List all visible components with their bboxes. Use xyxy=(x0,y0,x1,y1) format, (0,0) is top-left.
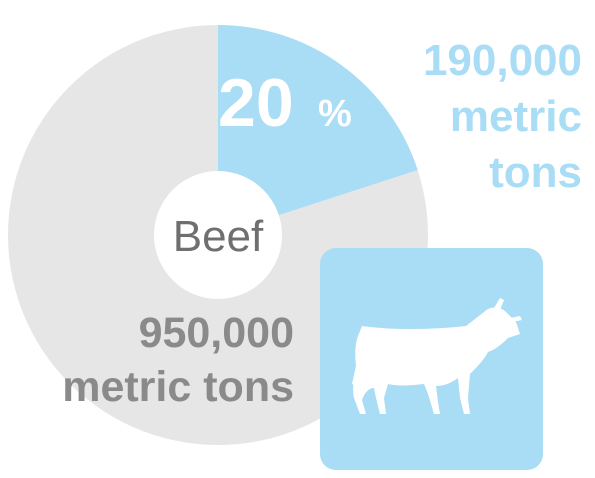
highlight-amount-label: 190,000 xyxy=(423,36,582,85)
slice-percent-label: 20 xyxy=(218,65,294,141)
cow-icon xyxy=(320,248,543,470)
center-label: Beef xyxy=(173,212,264,261)
highlight-unit-line-2: tons xyxy=(489,148,582,197)
donut-hole xyxy=(154,171,282,299)
pie-slice-highlight xyxy=(218,25,418,235)
slice-percent-symbol: % xyxy=(318,93,352,135)
cow-silhouette xyxy=(352,298,522,414)
remainder-amount-label: 950,000 xyxy=(139,309,294,357)
remainder-unit-line: metric tons xyxy=(62,363,294,411)
highlight-unit-line-1: metric xyxy=(450,92,582,141)
